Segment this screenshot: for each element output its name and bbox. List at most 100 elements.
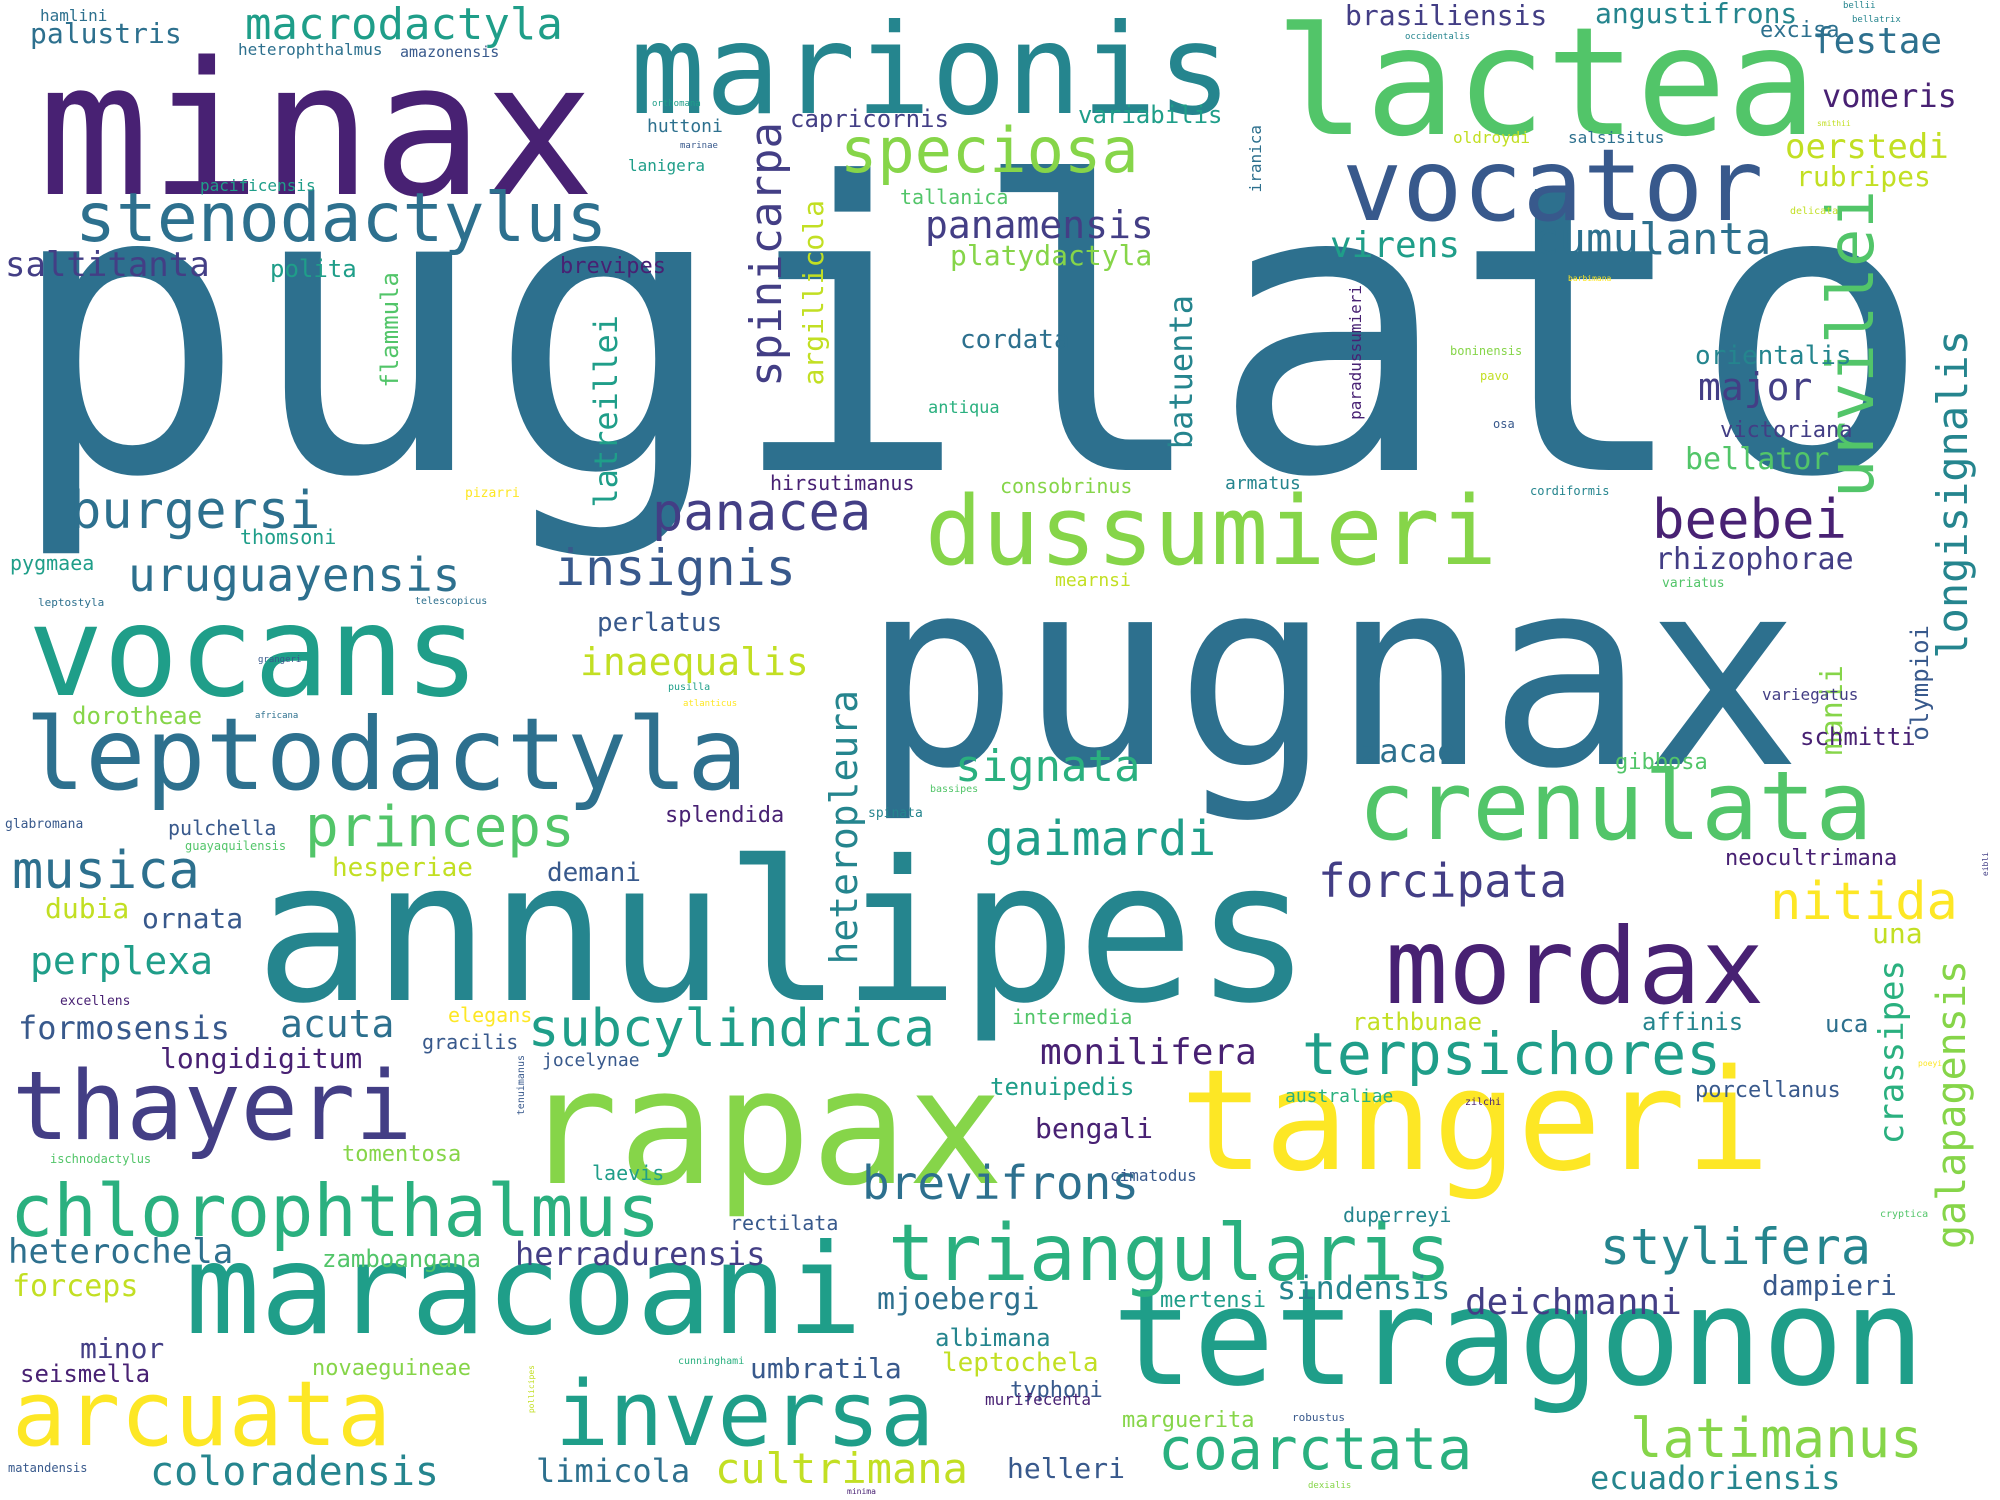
word: africana [255,711,299,721]
word: rhizophorae [1655,542,1854,577]
word: bellii [1843,1,1876,11]
word: forceps [12,1269,139,1304]
word: cordata [960,325,1070,355]
word: gracilis [422,1030,519,1054]
word: inversa [555,1362,935,1467]
word: major [1698,365,1813,409]
word: pizarri [465,486,520,501]
word: pacificensis [200,176,316,195]
word: bellator [1685,442,1830,477]
word: spinicarpa [741,122,792,387]
word: thayeri [12,1052,413,1162]
word: pusilla [668,682,711,693]
word: poeyi [1918,1059,1943,1068]
word: pollicipes [527,1365,536,1414]
word: maracoani [185,1218,863,1363]
word: angustifrons [1595,0,1798,30]
word: coarctata [1158,1415,1473,1483]
word: vocator [1342,127,1764,244]
word: dubia [45,892,130,925]
word: latimanus [1630,1407,1923,1470]
word: insignis [555,539,796,597]
word: festae [1812,21,1943,62]
word: pugnax [862,524,1802,826]
word: minax [38,22,595,238]
word: cryptica [1880,1209,1929,1220]
word: armatus [1225,473,1301,494]
word: orthomana [652,99,701,109]
word: mjoebergi [877,1282,1040,1317]
word: brevipes [560,254,666,279]
word: heterochela [8,1232,234,1272]
word: herradurensis [515,1235,766,1273]
word: perplexa [30,939,214,983]
word: acuta [280,1002,395,1046]
word: heterophthalmus [238,40,383,59]
word: terpsichores [1302,1020,1722,1088]
word: pugilator [6,100,2000,565]
word: nitida [1770,872,1958,932]
word: chlorophthalmus [10,1169,661,1253]
word: panacea [652,483,872,543]
word: boninensis [1450,344,1523,358]
word: formosensis [18,1009,230,1047]
word: platydactyla [950,239,1153,272]
word: typhoni [1010,1378,1103,1403]
word: una [1872,917,1923,950]
word: tangeri [1180,1040,1771,1203]
word: marinae [680,141,718,151]
word: novaeguineae [312,1356,471,1381]
word: rathbunae [1352,1008,1483,1036]
word: beebei [1652,488,1848,551]
word: dampieri [1762,1269,1897,1302]
word: excisa [1760,18,1840,43]
word: panamensis [925,203,1154,247]
word: cunninghami [678,1356,745,1367]
word: mordax [1385,906,1765,1028]
word: latreillei [587,315,625,508]
word: stenodactylus [75,179,608,258]
word: annulipes [255,819,1312,1046]
word: pygmaea [10,551,95,575]
word: ischnodactylus [50,1152,152,1166]
word: tenuipedis [990,1073,1135,1101]
word: helleri [1007,1452,1126,1485]
word: seismella [20,1360,151,1388]
word: flammula [376,272,404,388]
word: burgersi [70,481,321,541]
word: victoriana [1720,418,1853,443]
word: tetragonon [1112,1259,1925,1416]
word: ecuadoriensis [1590,1459,1841,1497]
word: consobrinus [1000,474,1133,498]
word: musica [12,841,200,901]
word: intermedia [1012,1005,1133,1029]
word: monilifera [1040,1032,1257,1073]
word: deichmanni [1465,1282,1682,1323]
word: duperreyi [1343,1203,1452,1227]
word: minor [80,1332,165,1365]
word: hamlini [40,6,108,25]
word: rubripes [1796,160,1931,193]
word: vocans [28,580,480,725]
word: princeps [305,795,575,860]
word: mertensi [1160,1288,1266,1313]
word: bassipes [930,784,979,795]
word: amazonensis [400,43,500,61]
word: oerstedi [1785,127,1949,167]
word: lanigera [628,156,706,175]
word: antiqua [928,398,1000,418]
word: heteropleura [822,690,866,965]
word: umbratila [750,1352,902,1385]
word: dussumieri [925,477,1497,587]
word: gaimardi [985,811,1217,867]
word: grangeri [258,655,302,665]
word: pulchella [168,816,277,840]
word: longisignalis [1928,330,1977,659]
word: mearnsi [1055,570,1131,591]
word: saltitanta [5,245,210,285]
word: lactea [1275,0,1817,170]
word: jocelynae [542,1050,640,1071]
word: marionis [630,0,1233,143]
word: robustus [1292,1411,1345,1424]
